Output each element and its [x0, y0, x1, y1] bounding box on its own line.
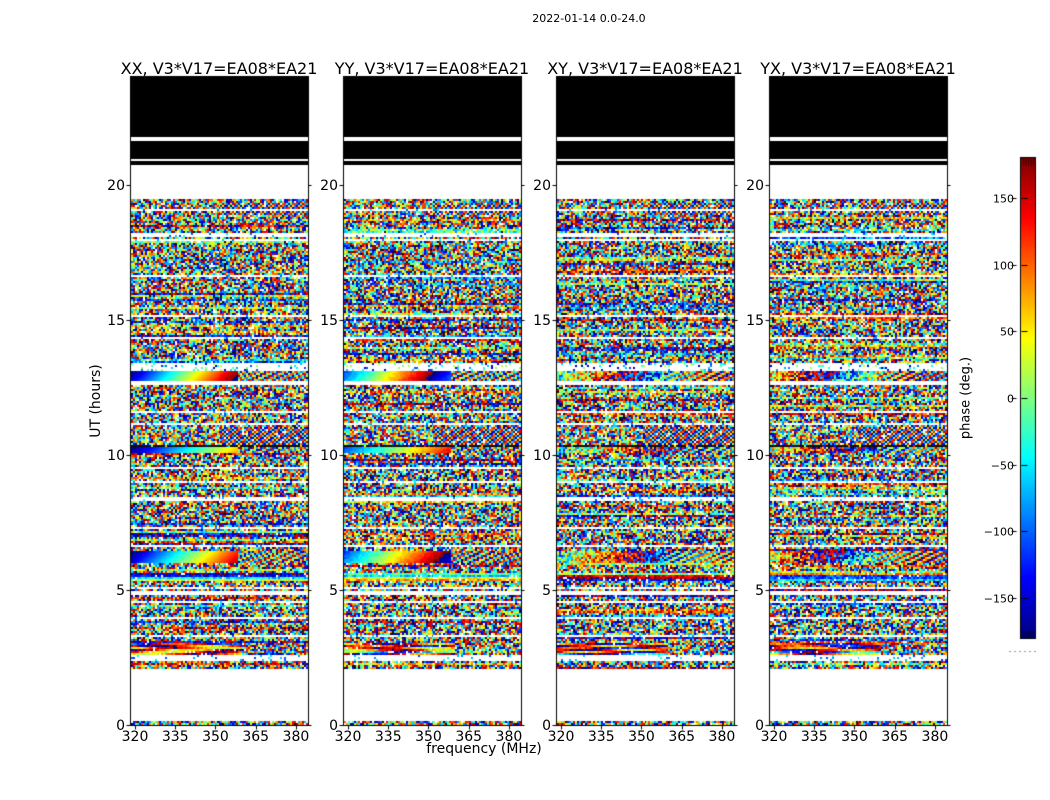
x-tick-label: 380	[495, 729, 523, 745]
colorbar-tick-label: −100	[983, 525, 1014, 538]
x-tick-label: 365	[881, 729, 909, 745]
panel-title-yx: YX, V3*V17=EA08*EA21	[760, 59, 956, 78]
x-tick-label: 320	[334, 729, 362, 745]
y-tick-label: 15	[533, 312, 551, 329]
x-tick-label: 350	[841, 729, 868, 745]
y-tick-label: 15	[107, 312, 125, 329]
y-tick-label: 10	[107, 447, 125, 464]
x-tick-label: 320	[121, 729, 149, 745]
panel-title-xx: XX, V3*V17=EA08*EA21	[120, 59, 318, 78]
x-tick-label: 320	[547, 729, 575, 745]
y-tick-label: 15	[320, 312, 338, 329]
colorbar-tick-label: 50	[1000, 325, 1014, 338]
panel-title-xy: XY, V3*V17=EA08*EA21	[547, 59, 743, 78]
colorbar-tick-label: 150	[993, 192, 1014, 205]
y-tick-label: 20	[533, 177, 551, 194]
y-tick-label: 0	[755, 717, 764, 734]
y-tick-label: 20	[746, 177, 764, 194]
y-tick-label: 5	[755, 582, 764, 599]
figure-title: 2022-01-14 0.0-24.0	[532, 12, 646, 25]
x-tick-label: 335	[800, 729, 828, 745]
x-axis-label: frequency (MHz)	[426, 741, 542, 757]
x-tick-label: 365	[668, 729, 696, 745]
x-tick-label: 365	[455, 729, 483, 745]
x-tick-label: 335	[587, 729, 615, 745]
colorbar-tick-label: 0	[1007, 392, 1014, 405]
x-tick-label: 365	[242, 729, 270, 745]
y-tick-label: 0	[329, 717, 338, 734]
colorbar-label: phase (deg.)	[958, 356, 974, 440]
y-tick-label: 10	[320, 447, 338, 464]
y-tick-label: 10	[533, 447, 551, 464]
x-tick-label: 350	[628, 729, 655, 745]
x-tick-label: 380	[708, 729, 736, 745]
y-tick-label: 0	[116, 717, 125, 734]
x-tick-label: 350	[202, 729, 229, 745]
panel-title-yy: YY, V3*V17=EA08*EA21	[334, 59, 530, 78]
y-tick-label: 5	[542, 582, 551, 599]
y-tick-label: 20	[107, 177, 125, 194]
x-tick-label: 350	[415, 729, 442, 745]
y-axis-label: UT (hours)	[88, 364, 104, 438]
colorbar-tick-label: −50	[990, 459, 1014, 472]
y-tick-label: 5	[116, 582, 125, 599]
colorbar-tick-label: 100	[993, 259, 1014, 272]
y-tick-label: 20	[320, 177, 338, 194]
colorbar-tick-label: −150	[983, 592, 1014, 605]
y-tick-label: 10	[746, 447, 764, 464]
x-tick-label: 320	[760, 729, 788, 745]
y-tick-label: 5	[329, 582, 338, 599]
x-tick-label: 380	[921, 729, 949, 745]
y-tick-label: 0	[542, 717, 551, 734]
x-tick-label: 335	[374, 729, 402, 745]
x-tick-label: 335	[161, 729, 189, 745]
x-tick-label: 380	[282, 729, 310, 745]
y-tick-label: 15	[746, 312, 764, 329]
